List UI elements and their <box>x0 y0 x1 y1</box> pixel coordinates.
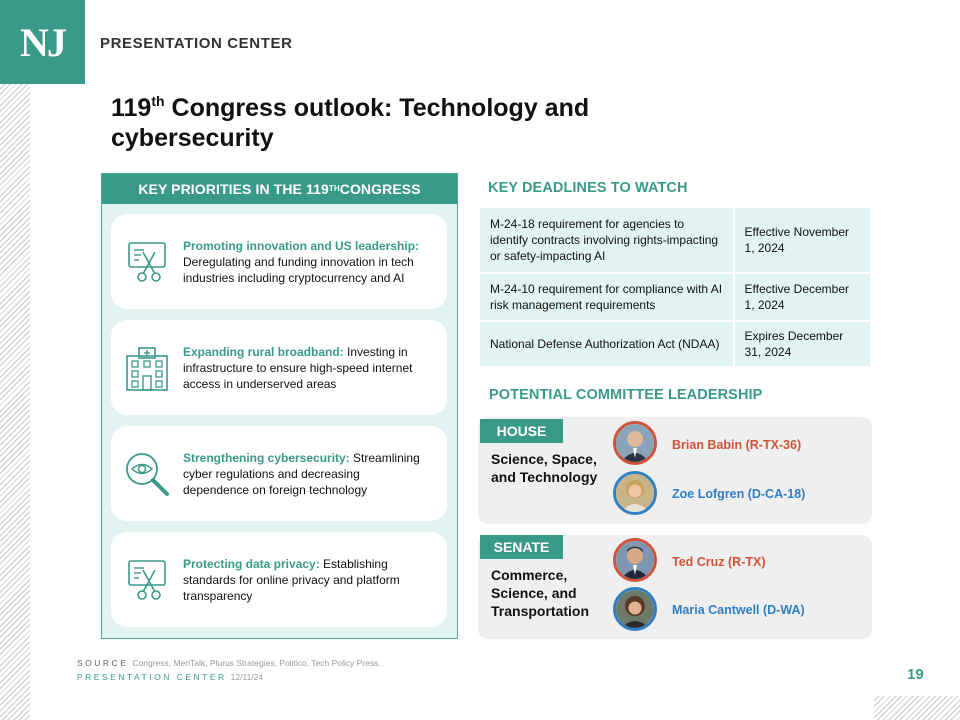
avatar <box>613 421 657 465</box>
priorities-heading-suffix: CONGRESS <box>339 181 421 197</box>
scissors-card-icon <box>111 214 183 309</box>
priority-description: Streamlining cyber regulations and decre… <box>183 450 420 497</box>
priority-card-cybersecurity: Strengthening cybersecurity: Streamlinin… <box>111 426 447 521</box>
priority-card-broadband: Expanding rural broadband: Investing in … <box>111 320 447 415</box>
center-line: PRESENTATION CENTER 12/11/24 <box>77 672 263 682</box>
senate-committee-name: Commerce, Science, and Transportation <box>491 567 590 619</box>
table-row: National Defense Authorization Act (NDAA… <box>478 320 873 368</box>
priority-text: Promoting innovation and US leadership: … <box>183 238 428 286</box>
deadline-item: M-24-18 requirement for agencies to iden… <box>478 206 735 274</box>
deadline-item: National Defense Authorization Act (NDAA… <box>478 320 735 368</box>
priority-description: Deregulating and funding innovation in t… <box>183 254 414 285</box>
decorative-hatch-bottom-right <box>874 696 960 720</box>
house-tag: HOUSE <box>480 419 563 443</box>
brand-name: PRESENTATION CENTER <box>100 35 293 52</box>
avatar <box>613 471 657 515</box>
avatar <box>613 587 657 631</box>
source-text: Congress, MeriTalk, Plurus Strategies, P… <box>132 658 381 668</box>
priority-card-privacy: Protecting data privacy: Establishing st… <box>111 532 447 627</box>
priority-highlight: Strengthening cybersecurity: <box>183 450 350 465</box>
table-row: M-24-10 requirement for compliance with … <box>478 272 873 322</box>
priority-card-innovation: Promoting innovation and US leadership: … <box>111 214 447 309</box>
priority-description: Establishing standards for online privac… <box>183 556 400 603</box>
page-number: 19 <box>907 666 924 683</box>
priority-highlight: Protecting data privacy: <box>183 556 320 571</box>
priorities-heading: KEY PRIORITIES IN THE 119 TH CONGRESS <box>102 174 457 204</box>
scissors-card-icon <box>111 532 183 627</box>
title-number: 119 <box>111 94 152 122</box>
person-name: Maria Cantwell (D-WA) <box>672 603 805 617</box>
senate-tag: SENATE <box>480 535 563 559</box>
priorities-heading-prefix: KEY PRIORITIES IN THE 119 <box>138 181 329 197</box>
source-line: SOURCE Congress, MeriTalk, Plurus Strateg… <box>77 658 381 668</box>
priorities-panel: KEY PRIORITIES IN THE 119 TH CONGRESS Pro… <box>101 173 458 639</box>
table-row: M-24-18 requirement for agencies to iden… <box>478 206 873 274</box>
priority-highlight: Expanding rural broadband: <box>183 344 344 359</box>
deadlines-table: M-24-18 requirement for agencies to iden… <box>478 206 873 368</box>
house-committee-box: HOUSE Science, Space, and Technology Bri… <box>478 417 872 524</box>
magnifier-eye-icon <box>111 426 183 521</box>
deadlines-heading: KEY DEADLINES TO WATCH <box>488 180 688 196</box>
priority-description: Investing in infrastructure to ensure hi… <box>183 344 413 391</box>
title-ordinal: th <box>151 93 165 109</box>
decorative-hatch-left <box>0 84 30 720</box>
deadline-date: Expires December 31, 2024 <box>732 320 873 368</box>
footer-date: 12/11/24 <box>230 672 264 682</box>
center-label: PRESENTATION CENTER <box>77 672 227 682</box>
deadline-date: Effective December 1, 2024 <box>732 272 873 322</box>
deadline-date: Effective November 1, 2024 <box>732 206 873 274</box>
priority-text: Expanding rural broadband: Investing in … <box>183 344 428 392</box>
priority-text: Strengthening cybersecurity: Streamlinin… <box>183 450 428 498</box>
slide-title: 119th Congress outlook: Technology and c… <box>111 93 751 153</box>
person-name: Brian Babin (R-TX-36) <box>672 438 802 452</box>
deadline-item: M-24-10 requirement for compliance with … <box>478 272 735 322</box>
avatar <box>613 538 657 582</box>
building-icon <box>111 320 183 415</box>
title-text: Congress outlook: Technology and cyberse… <box>111 94 590 152</box>
priority-text: Protecting data privacy: Establishing st… <box>183 556 428 604</box>
priority-highlight: Promoting innovation and US leadership: <box>183 238 420 253</box>
source-label: SOURCE <box>77 658 129 668</box>
nj-logo: NJ <box>0 0 85 84</box>
senate-committee-box: SENATE Commerce, Science, and Transporta… <box>478 535 872 639</box>
leadership-heading: POTENTIAL COMMITTEE LEADERSHIP <box>489 387 763 403</box>
person-name: Ted Cruz (R-TX) <box>672 555 766 569</box>
person-name: Zoe Lofgren (D-CA-18) <box>672 487 806 501</box>
house-committee-name: Science, Space, and Technology <box>491 451 598 485</box>
